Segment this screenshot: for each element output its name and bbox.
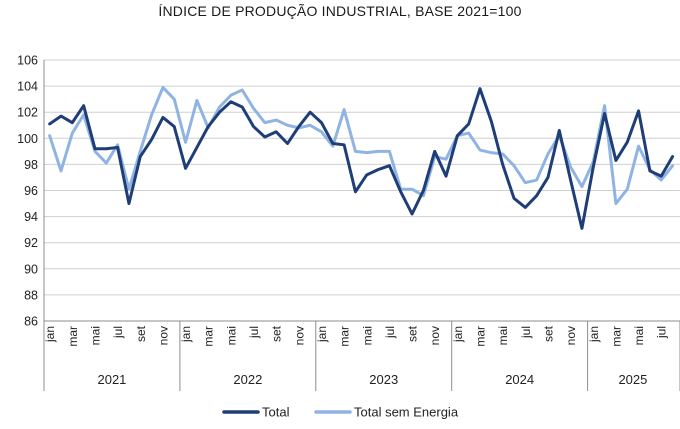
y-tick-label-92: 92 [24,236,38,250]
y-tick-label-106: 106 [17,54,38,68]
year-label-2024: 2024 [505,372,534,387]
x-tick-label-2024-mai: mai [496,326,510,345]
year-label-2022: 2022 [233,372,262,387]
x-tick-label-2022-set: set [270,325,284,342]
x-tick-label-2024-jul: jul [519,326,533,339]
y-tick-label-96: 96 [24,184,38,198]
x-tick-label-2022-jan: jan [179,326,193,343]
x-tick-label-2022-mai: mai [224,326,238,345]
legend-label-total: Total [262,405,290,420]
x-tick-label-2021-mar: mar [66,326,80,347]
legend-label-total-sem-energia: Total sem Energia [354,405,459,420]
year-label-2021: 2021 [97,372,126,387]
x-tick-label-2025-jul: jul [655,326,669,339]
x-tick-label-2024-nov: nov [564,326,578,345]
series-line-total [48,87,675,230]
x-tick-label-2021-nov: nov [156,326,170,345]
series-line-total-sem-energia [48,85,675,206]
y-tick-label-98: 98 [24,158,38,172]
x-tick-label-2023-nov: nov [428,326,442,345]
chart-title: ÍNDICE DE PRODUÇÃO INDUSTRIAL, BASE 2021… [158,3,522,19]
x-tick-label-2025-mai: mai [632,326,646,345]
x-tick-label-2023-mar: mar [338,326,352,347]
x-tick-label-2023-set: set [406,325,420,342]
y-tick-label-100: 100 [17,132,38,146]
x-tick-label-2023-mai: mai [360,326,374,345]
x-tick-label-2023-jul: jul [383,326,397,339]
x-tick-label-2022-jul: jul [247,326,261,339]
x-tick-label-2024-set: set [541,325,555,342]
y-tick-label-102: 102 [17,106,38,120]
y-tick-label-88: 88 [24,288,38,302]
y-tick-label-86: 86 [24,315,38,329]
year-label-2023: 2023 [369,372,398,387]
x-tick-label-2021-jan: jan [43,326,57,343]
x-tick-label-2024-mar: mar [474,326,488,347]
x-tick-label-2025-mar: mar [609,326,623,347]
y-tick-label-104: 104 [17,80,38,94]
x-tick-label-2021-jul: jul [111,326,125,339]
x-tick-label-2022-mar: mar [202,326,216,347]
x-tick-label-2024-jan: jan [451,326,465,343]
x-tick-label-2025-jan: jan [587,326,601,343]
y-tick-label-94: 94 [24,210,38,224]
x-tick-label-2021-mai: mai [88,326,102,345]
x-tick-label-2022-nov: nov [292,326,306,345]
x-tick-label-2021-set: set [134,325,148,342]
y-tick-label-90: 90 [24,262,38,276]
x-tick-label-2023-jan: jan [315,326,329,343]
year-label-2025: 2025 [618,372,647,387]
